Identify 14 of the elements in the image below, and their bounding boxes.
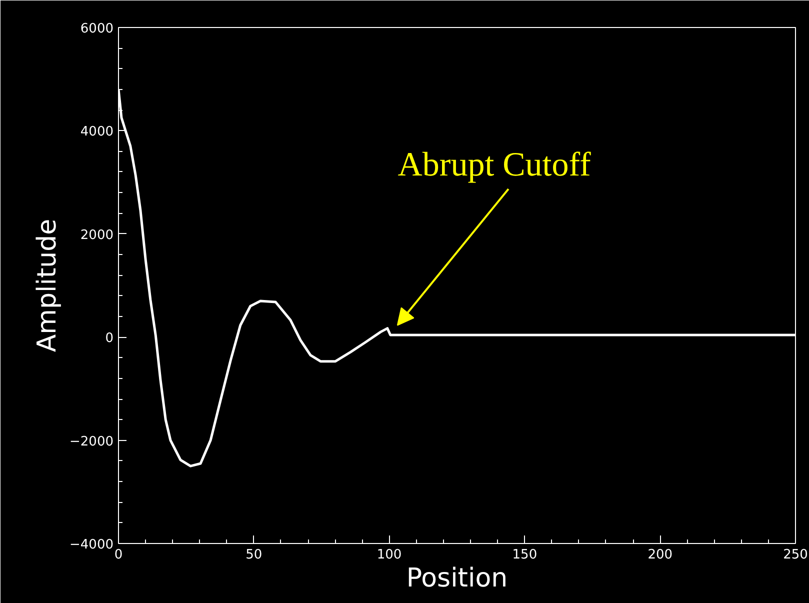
x-tick-label: 100 xyxy=(376,548,402,562)
x-tick-label: 200 xyxy=(648,548,673,562)
y-tick-label: 2000 xyxy=(80,228,114,243)
y-tick-label: 6000 xyxy=(80,22,114,36)
annotation: Abrupt Cutoff xyxy=(398,146,592,184)
y-tick-label: −2000 xyxy=(70,434,114,450)
x-tick-label: 250 xyxy=(783,548,808,562)
y-tick-label: 0 xyxy=(105,331,114,346)
y-axis-title: Amplitude xyxy=(32,218,63,352)
y-tick-label: −4000 xyxy=(70,538,114,552)
x-tick-label: 50 xyxy=(246,548,262,562)
x-axis-title: Position xyxy=(406,564,508,594)
x-tick-label: 150 xyxy=(512,548,538,562)
y-tick-label: 4000 xyxy=(80,124,114,140)
